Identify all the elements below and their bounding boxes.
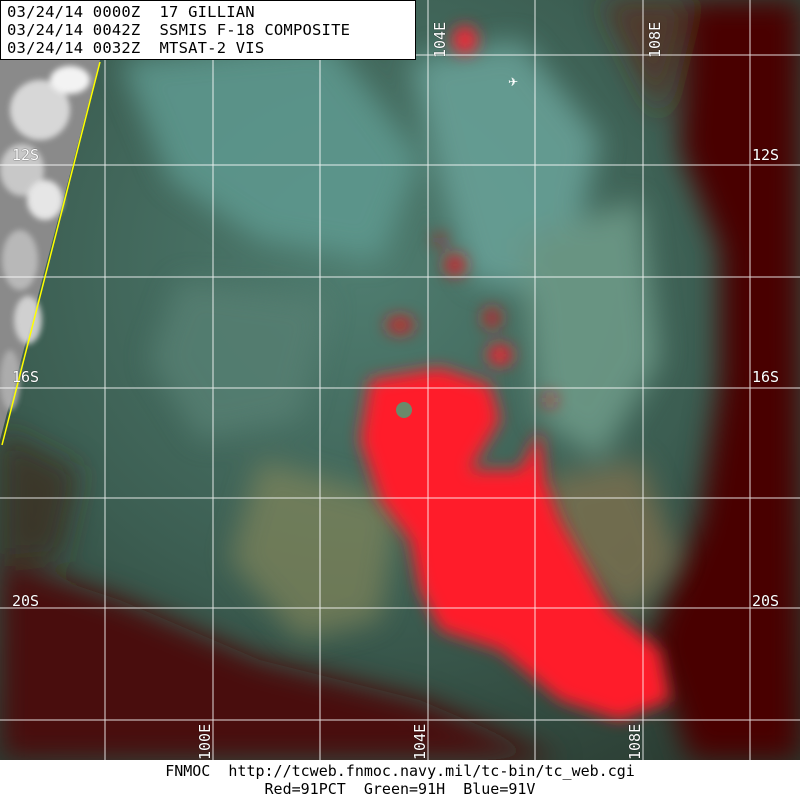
lon-label-104e-bottom: 104E <box>411 723 429 760</box>
lon-label-100e-bottom: 100E <box>196 723 214 760</box>
footer: FNMOC http://tcweb.fnmoc.navy.mil/tc-bin… <box>0 760 800 800</box>
coastline <box>1 61 101 446</box>
lon-label-104e-top: 104E <box>431 21 449 58</box>
storm-eye <box>396 402 412 418</box>
storm-symbol: ✈ <box>508 75 518 89</box>
footer-source-line: FNMOC http://tcweb.fnmoc.navy.mil/tc-bin… <box>165 762 635 780</box>
header-line-satellite: 03/24/14 0032Z MTSAT-2 VIS <box>7 39 265 57</box>
storm-convection <box>360 26 670 720</box>
footer-channel-line: Red=91PCT Green=91H Blue=91V <box>264 780 536 798</box>
header-line-sensor: 03/24/14 0042Z SSMIS F-18 COMPOSITE <box>7 21 351 39</box>
lat-lon-grid <box>0 0 800 760</box>
header-box: 03/24/14 0000Z 17 GILLIAN 03/24/14 0042Z… <box>0 0 416 60</box>
lon-label-108e-top: 108E <box>646 21 664 58</box>
lat-label-16s-right: 16S <box>752 368 780 386</box>
lat-label-20s-right: 20S <box>752 592 780 610</box>
lon-label-108e-bottom: 108E <box>626 723 644 760</box>
lat-label-12s-left: 12S <box>12 146 40 164</box>
satellite-imagery: ✈ <box>0 0 800 760</box>
dry-regions <box>0 0 800 760</box>
lat-label-20s-left: 20S <box>12 592 40 610</box>
cloud-bands <box>120 40 680 640</box>
lat-label-16s-left: 16S <box>12 368 40 386</box>
lat-label-12s-right: 12S <box>752 146 780 164</box>
header-line-storm: 03/24/14 0000Z 17 GILLIAN <box>7 3 255 21</box>
